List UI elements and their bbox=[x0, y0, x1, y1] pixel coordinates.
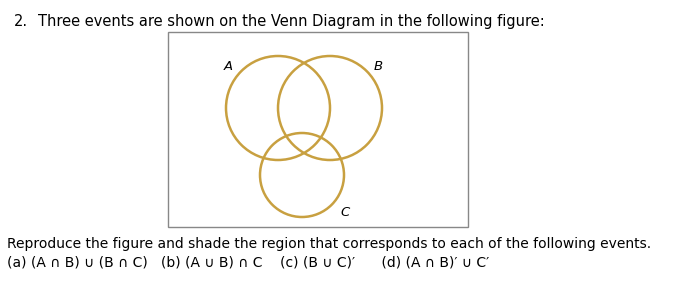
Text: B: B bbox=[373, 61, 383, 73]
Text: Three events are shown on the Venn Diagram in the following figure:: Three events are shown on the Venn Diagr… bbox=[38, 14, 545, 29]
Text: A: A bbox=[223, 61, 232, 73]
Text: 2.: 2. bbox=[14, 14, 28, 29]
Text: Reproduce the figure and shade the region that corresponds to each of the follow: Reproduce the figure and shade the regio… bbox=[7, 237, 651, 251]
Text: (a) (A ∩ B) ∪ (B ∩ C)   (b) (A ∪ B) ∩ C    (c) (B ∪ C)′      (d) (A ∩ B)′ ∪ C′: (a) (A ∩ B) ∪ (B ∩ C) (b) (A ∪ B) ∩ C (c… bbox=[7, 256, 489, 270]
Bar bbox=[168, 32, 468, 227]
Text: C: C bbox=[340, 205, 349, 218]
